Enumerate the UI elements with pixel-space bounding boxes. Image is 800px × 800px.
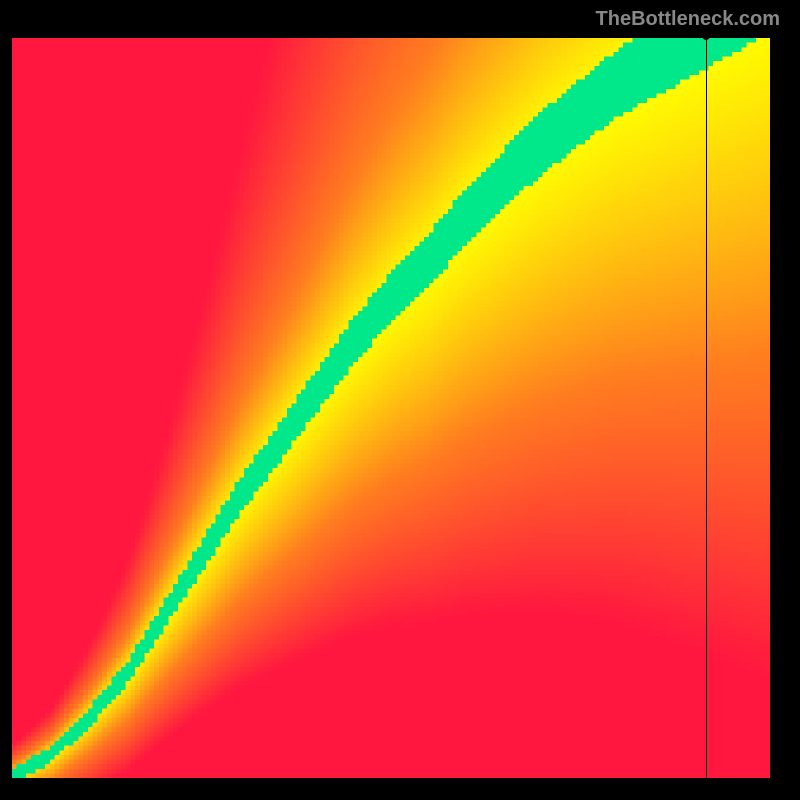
heatmap-plot — [12, 38, 770, 778]
heatmap-canvas — [12, 38, 770, 778]
vertical-marker-tick — [702, 32, 710, 40]
watermark-text: TheBottleneck.com — [596, 8, 780, 31]
vertical-marker-line — [706, 38, 707, 778]
